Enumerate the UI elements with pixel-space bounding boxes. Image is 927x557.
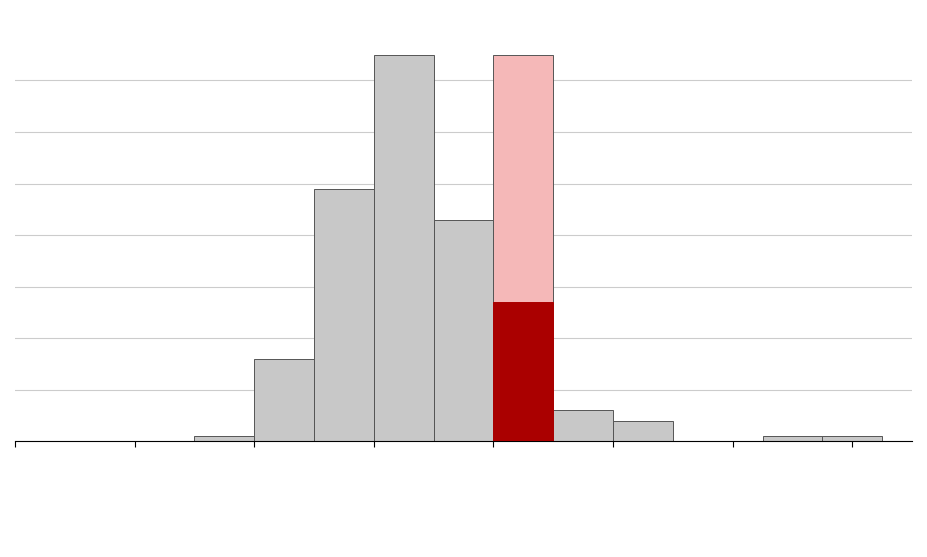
Bar — [493, 302, 553, 441]
Bar — [493, 55, 553, 441]
Bar — [434, 219, 493, 441]
Bar — [822, 436, 883, 441]
Bar — [763, 436, 822, 441]
Bar — [374, 55, 434, 441]
Bar — [314, 189, 374, 441]
Bar — [254, 359, 314, 441]
Bar — [613, 421, 673, 441]
Bar — [553, 411, 613, 441]
Bar — [195, 436, 254, 441]
